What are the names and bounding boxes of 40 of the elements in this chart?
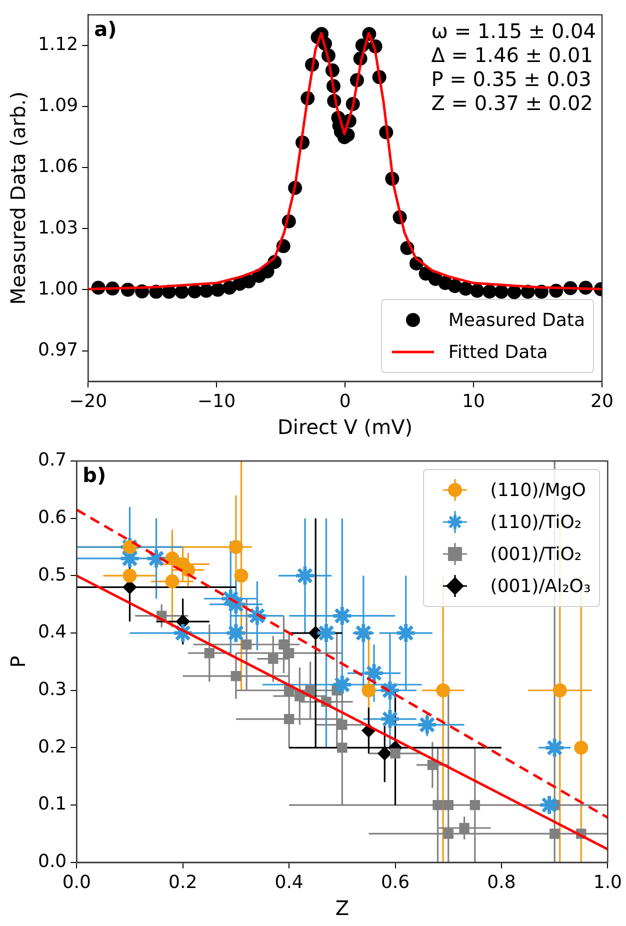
- y-tick-label: 0.97: [38, 340, 78, 361]
- x-tick-label: 20: [590, 390, 614, 412]
- x-axis-title: Direct V (mV): [278, 415, 413, 440]
- y-tick-label: 1.06: [38, 156, 78, 178]
- y-tick-label: 0.4: [38, 622, 67, 643]
- legend-label: Fitted Data: [448, 342, 548, 363]
- y-tick-label: 1.00: [38, 278, 78, 300]
- x-tick-label: 0.6: [380, 872, 410, 893]
- annotation: ω = 1.15 ± 0.04: [431, 18, 596, 43]
- y-tick-label: 0.5: [38, 564, 67, 586]
- y-axis-title: P: [6, 656, 30, 668]
- annotation: b): [82, 463, 106, 487]
- y-tick-label: 0.1: [38, 794, 67, 815]
- x-tick-label: 0: [339, 390, 351, 412]
- y-tick-label: 0.3: [38, 679, 67, 700]
- x-tick-label: 0.8: [487, 872, 516, 893]
- legend-label: (110)/TiO₂: [490, 512, 582, 532]
- y-tick-label: 0.6: [38, 507, 67, 528]
- y-tick-label: 0.2: [38, 736, 67, 758]
- x-tick-label: 0.4: [274, 872, 304, 893]
- legend-label: Measured Data: [448, 310, 585, 331]
- legend-label: (001)/Al₂O₃: [490, 576, 591, 596]
- y-tick-label: 0.0: [38, 851, 67, 872]
- annotation: P = 0.35 ± 0.03: [431, 66, 592, 91]
- y-tick-label: 1.12: [38, 34, 78, 56]
- x-tick-label: −20: [69, 390, 108, 412]
- legend-label: (110)/MgO: [490, 480, 586, 500]
- y-tick-label: 1.03: [38, 217, 78, 238]
- x-tick-label: 0.2: [168, 872, 198, 893]
- x-tick-label: −10: [198, 390, 236, 412]
- legend-label: (001)/TiO₂: [490, 544, 582, 564]
- y-tick-label: 0.7: [38, 450, 67, 471]
- x-tick-label: 1.0: [593, 872, 622, 893]
- annotation: Δ = 1.46 ± 0.01: [431, 42, 594, 67]
- annotation: a): [94, 16, 117, 41]
- annotation: Z = 0.37 ± 0.02: [431, 90, 594, 115]
- x-tick-label: 10: [462, 390, 485, 412]
- y-axis-title: Measured Data (arb.): [6, 91, 30, 305]
- x-axis-title: Z: [335, 896, 350, 920]
- y-tick-label: 1.09: [38, 95, 78, 116]
